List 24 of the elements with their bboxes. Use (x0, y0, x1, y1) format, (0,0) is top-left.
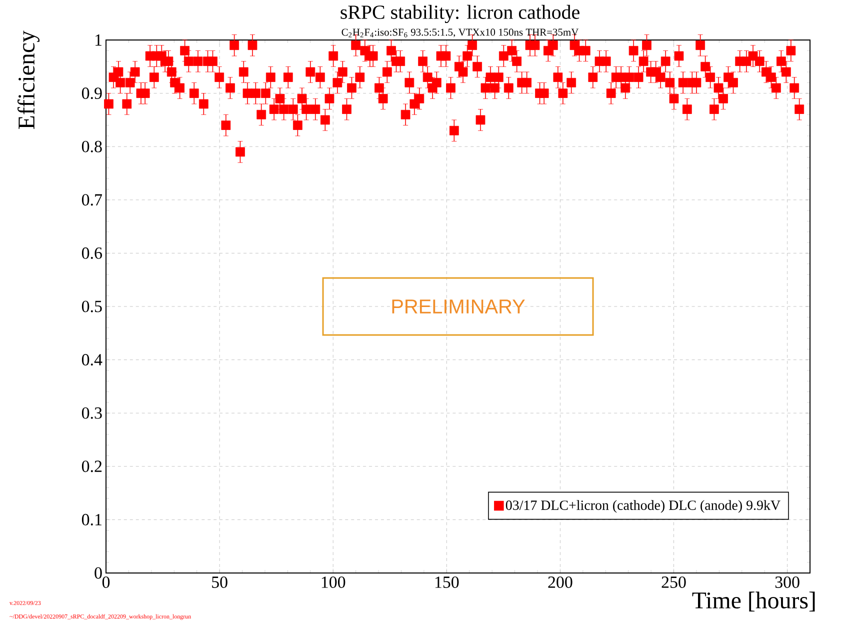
chart-title: sRPC stability: licron cathode (340, 4, 580, 24)
y-tick-label: 0.7 (82, 194, 102, 206)
y-tick-label: 0.8 (82, 140, 102, 152)
x-tick-label: 300 (775, 576, 800, 588)
x-tick-label: 150 (435, 576, 459, 588)
y-tick-label: 0.3 (82, 407, 102, 419)
y-tick-label: 0.2 (82, 460, 102, 472)
y-axis-title: Efficiency (18, 30, 40, 129)
x-tick-label: 200 (548, 576, 572, 588)
annotation: PRELIMINARY (392, 300, 525, 314)
y-tick-label: 0 (94, 567, 102, 579)
x-tick-label: 0 (102, 576, 110, 588)
y-tick-label: 0.1 (82, 514, 102, 526)
x-axis-title: Time [hours] (692, 592, 815, 612)
y-tick-label: 0.4 (82, 354, 102, 366)
text: C$_{2}$H$_{2}$F$_{4}$:iso:SF$_{6}$ 93.5:5:1.5, VTXx10 150ns THR=35mV (342, 28, 579, 38)
legend-label: 03/17 DLC+licron (cathode) DLC (anode) 9.9kV (506, 500, 780, 513)
y-tick-label: 1 (96, 34, 102, 46)
x-tick-label: 250 (662, 576, 686, 588)
x-tick-label: 100 (322, 576, 346, 588)
x-tick-label: 50 (212, 576, 228, 588)
y-tick-label: 0.5 (82, 300, 102, 312)
y-tick-label: 0.6 (82, 247, 102, 259)
y-tick-label: 0.9 (82, 88, 102, 99)
